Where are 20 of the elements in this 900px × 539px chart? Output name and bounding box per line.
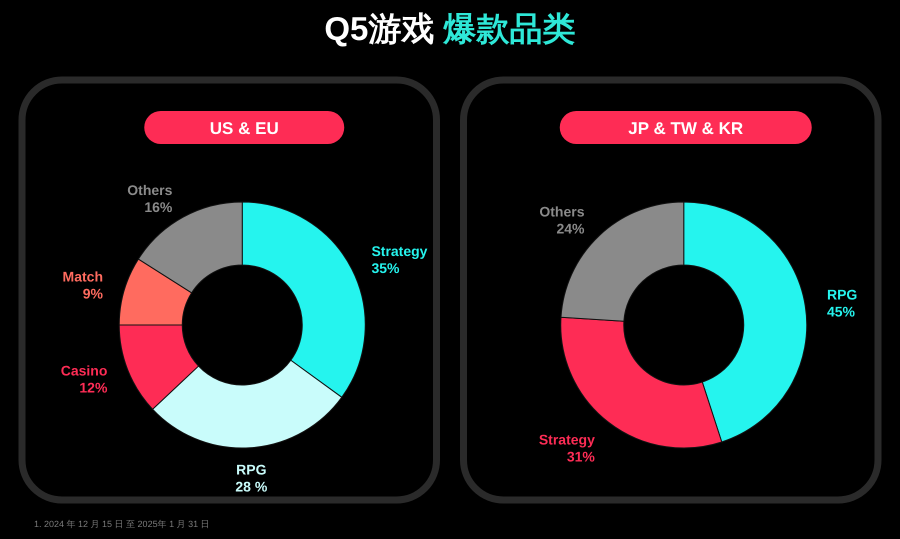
- chart-title: JP & TW & KR: [628, 119, 744, 138]
- slice-label: Strategy: [538, 432, 596, 448]
- data-label: 45%: [826, 303, 856, 320]
- text: 1. 2024 年 12 月 15 日 至 2025年 1 月 31 日: [34, 519, 210, 529]
- data-label: 31%: [566, 448, 596, 465]
- data-label: 12%: [79, 379, 108, 396]
- slice-label: RPG: [236, 462, 267, 478]
- slice-label: Casino: [60, 362, 108, 378]
- text: Q5游戏 爆款品类: [324, 10, 576, 47]
- data-label: 9%: [82, 286, 104, 302]
- data-label: 28 %: [235, 478, 268, 495]
- slice-label: Others: [127, 182, 173, 198]
- slice-label: RPG: [826, 286, 858, 302]
- slice-label: Match: [62, 268, 104, 285]
- slice-label: Others: [539, 203, 585, 220]
- slice-label: Strategy: [371, 243, 428, 260]
- chart-title: US & EU: [210, 119, 279, 138]
- data-label: 35%: [371, 260, 400, 276]
- data-label: 16%: [144, 198, 173, 215]
- data-label: 24%: [556, 220, 586, 236]
